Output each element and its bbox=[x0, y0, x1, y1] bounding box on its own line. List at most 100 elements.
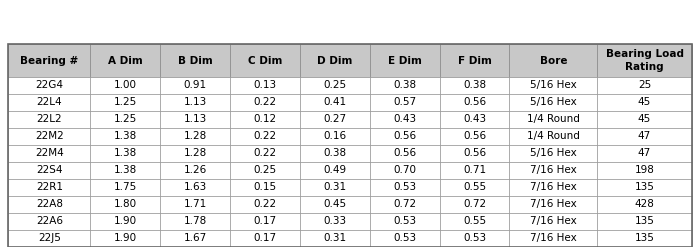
Bar bbox=[90, 145, 160, 162]
Bar bbox=[90, 77, 160, 94]
Text: 1.38: 1.38 bbox=[113, 148, 137, 158]
Text: 0.56: 0.56 bbox=[463, 131, 486, 141]
Text: 0.16: 0.16 bbox=[323, 131, 346, 141]
Bar bbox=[510, 179, 598, 196]
Text: 0.17: 0.17 bbox=[253, 216, 276, 226]
Text: 1.90: 1.90 bbox=[113, 216, 137, 226]
Bar bbox=[8, 162, 90, 179]
Text: 0.55: 0.55 bbox=[463, 182, 486, 192]
Bar bbox=[300, 145, 370, 162]
Text: 0.56: 0.56 bbox=[393, 131, 416, 141]
Bar bbox=[510, 145, 598, 162]
Bar bbox=[370, 77, 440, 94]
Text: 5/16 Hex: 5/16 Hex bbox=[530, 97, 577, 107]
Text: 1.67: 1.67 bbox=[183, 233, 206, 244]
Bar bbox=[8, 94, 90, 111]
Bar bbox=[598, 111, 692, 128]
Bar bbox=[8, 179, 90, 196]
Bar bbox=[440, 44, 510, 77]
Bar bbox=[160, 213, 230, 230]
Bar bbox=[370, 128, 440, 145]
Text: 1.90: 1.90 bbox=[113, 233, 137, 244]
Text: 25: 25 bbox=[638, 80, 651, 90]
Text: A Dim: A Dim bbox=[108, 56, 143, 65]
Text: 0.56: 0.56 bbox=[393, 148, 416, 158]
Bar bbox=[160, 145, 230, 162]
Bar bbox=[90, 213, 160, 230]
Bar bbox=[230, 196, 300, 213]
Text: 1.75: 1.75 bbox=[113, 182, 137, 192]
Text: C Dim: C Dim bbox=[248, 56, 282, 65]
Bar bbox=[160, 77, 230, 94]
Text: 22L4: 22L4 bbox=[36, 97, 62, 107]
Bar bbox=[8, 77, 90, 94]
Text: 22A8: 22A8 bbox=[36, 199, 63, 209]
Bar bbox=[300, 111, 370, 128]
Bar bbox=[160, 94, 230, 111]
Text: 0.55: 0.55 bbox=[463, 216, 486, 226]
Text: 7/16 Hex: 7/16 Hex bbox=[530, 199, 577, 209]
Text: 45: 45 bbox=[638, 114, 651, 124]
Text: Bore: Bore bbox=[540, 56, 567, 65]
Bar bbox=[598, 77, 692, 94]
Text: Bearing Load
Rating: Bearing Load Rating bbox=[606, 49, 683, 72]
Text: 1.38: 1.38 bbox=[113, 131, 137, 141]
Bar bbox=[8, 128, 90, 145]
Bar bbox=[300, 230, 370, 247]
Text: 1.13: 1.13 bbox=[183, 97, 206, 107]
Bar bbox=[440, 162, 510, 179]
Text: 1.13: 1.13 bbox=[183, 114, 206, 124]
Bar bbox=[440, 111, 510, 128]
Bar bbox=[598, 145, 692, 162]
Bar bbox=[370, 213, 440, 230]
Text: 0.33: 0.33 bbox=[323, 216, 346, 226]
Bar bbox=[300, 44, 370, 77]
Bar bbox=[510, 44, 598, 77]
Text: 0.22: 0.22 bbox=[253, 131, 276, 141]
Text: 1.25: 1.25 bbox=[113, 114, 137, 124]
Text: B Dim: B Dim bbox=[178, 56, 213, 65]
Bar bbox=[230, 94, 300, 111]
Text: 5/16 Hex: 5/16 Hex bbox=[530, 80, 577, 90]
Text: Bearing #: Bearing # bbox=[20, 56, 78, 65]
Text: 1.38: 1.38 bbox=[113, 165, 137, 175]
Bar bbox=[370, 162, 440, 179]
Text: 0.41: 0.41 bbox=[323, 97, 346, 107]
Bar bbox=[440, 77, 510, 94]
Text: 1.28: 1.28 bbox=[183, 131, 206, 141]
Bar bbox=[300, 94, 370, 111]
Text: 7/16 Hex: 7/16 Hex bbox=[530, 182, 577, 192]
Text: 135: 135 bbox=[635, 182, 654, 192]
Bar bbox=[440, 196, 510, 213]
Text: 1.00: 1.00 bbox=[114, 80, 136, 90]
Text: 1.63: 1.63 bbox=[183, 182, 206, 192]
Bar bbox=[90, 162, 160, 179]
Bar bbox=[90, 44, 160, 77]
Bar bbox=[598, 179, 692, 196]
Text: 0.70: 0.70 bbox=[393, 165, 416, 175]
Text: 0.38: 0.38 bbox=[393, 80, 416, 90]
Text: 22M4: 22M4 bbox=[35, 148, 64, 158]
Bar bbox=[90, 230, 160, 247]
Bar bbox=[230, 111, 300, 128]
Text: 0.43: 0.43 bbox=[463, 114, 486, 124]
Text: 22J5: 22J5 bbox=[38, 233, 61, 244]
Text: 1/4 Round: 1/4 Round bbox=[527, 114, 580, 124]
Bar bbox=[510, 128, 598, 145]
Text: 0.49: 0.49 bbox=[323, 165, 346, 175]
Text: 0.27: 0.27 bbox=[323, 114, 346, 124]
Text: 7/16 Hex: 7/16 Hex bbox=[530, 165, 577, 175]
Text: 0.53: 0.53 bbox=[393, 216, 416, 226]
Text: 0.12: 0.12 bbox=[253, 114, 276, 124]
Bar bbox=[510, 213, 598, 230]
Bar bbox=[230, 128, 300, 145]
Bar bbox=[300, 162, 370, 179]
Bar bbox=[510, 94, 598, 111]
Text: 45: 45 bbox=[638, 97, 651, 107]
Bar bbox=[370, 196, 440, 213]
Text: 22A6: 22A6 bbox=[36, 216, 63, 226]
Bar bbox=[160, 162, 230, 179]
Text: 0.45: 0.45 bbox=[323, 199, 346, 209]
Bar bbox=[160, 230, 230, 247]
Bar bbox=[8, 111, 90, 128]
